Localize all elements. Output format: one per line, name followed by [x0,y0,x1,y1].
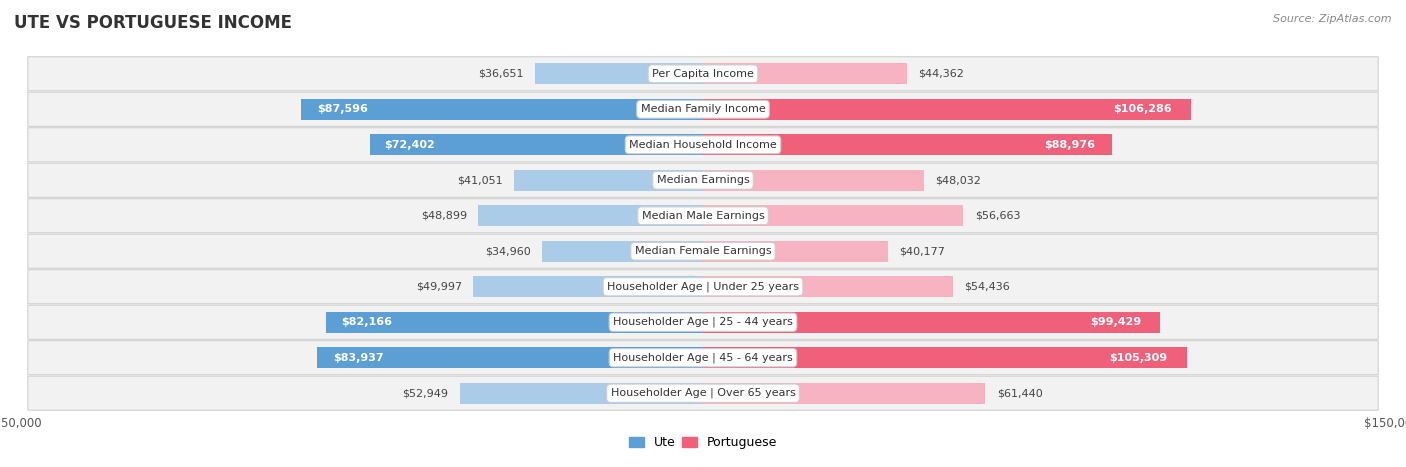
Bar [703,347,1187,368]
Text: Median Family Income: Median Family Income [641,104,765,114]
Text: Householder Age | Over 65 years: Householder Age | Over 65 years [610,388,796,398]
Bar [318,347,703,368]
FancyBboxPatch shape [28,234,1378,268]
Bar [460,383,703,403]
Text: Source: ZipAtlas.com: Source: ZipAtlas.com [1274,14,1392,24]
FancyBboxPatch shape [28,128,1378,162]
Bar [534,64,703,84]
Text: $99,429: $99,429 [1090,317,1142,327]
Bar [326,312,703,333]
Text: $41,051: $41,051 [457,175,503,185]
Bar [703,99,1191,120]
Bar [703,205,963,226]
Text: $48,899: $48,899 [420,211,467,221]
Text: $88,976: $88,976 [1045,140,1095,150]
FancyBboxPatch shape [28,163,1378,197]
Bar [703,383,986,403]
Text: Householder Age | Under 25 years: Householder Age | Under 25 years [607,282,799,292]
FancyBboxPatch shape [28,57,1378,91]
Bar [703,170,924,191]
FancyBboxPatch shape [28,92,1378,126]
Text: $34,960: $34,960 [485,246,531,256]
Text: $54,436: $54,436 [965,282,1011,292]
Bar [703,134,1112,155]
Text: $36,651: $36,651 [478,69,523,79]
FancyBboxPatch shape [28,270,1378,304]
Text: $49,997: $49,997 [416,282,463,292]
Text: $56,663: $56,663 [974,211,1021,221]
Text: Householder Age | 25 - 44 years: Householder Age | 25 - 44 years [613,317,793,327]
Text: $44,362: $44,362 [918,69,965,79]
Bar [543,241,703,262]
Bar [370,134,703,155]
Text: $40,177: $40,177 [898,246,945,256]
Text: Householder Age | 45 - 64 years: Householder Age | 45 - 64 years [613,353,793,363]
Text: $61,440: $61,440 [997,388,1042,398]
Text: $82,166: $82,166 [340,317,392,327]
Bar [478,205,703,226]
Text: Median Earnings: Median Earnings [657,175,749,185]
Bar [515,170,703,191]
FancyBboxPatch shape [28,341,1378,375]
Bar [301,99,703,120]
Text: $83,937: $83,937 [333,353,384,363]
Text: UTE VS PORTUGUESE INCOME: UTE VS PORTUGUESE INCOME [14,14,292,32]
FancyBboxPatch shape [28,305,1378,339]
FancyBboxPatch shape [28,199,1378,233]
Text: $48,032: $48,032 [935,175,981,185]
Text: $87,596: $87,596 [316,104,367,114]
FancyBboxPatch shape [28,376,1378,410]
Text: $106,286: $106,286 [1114,104,1171,114]
Text: Per Capita Income: Per Capita Income [652,69,754,79]
Bar [703,64,907,84]
Bar [703,276,953,297]
Legend: Ute, Portuguese: Ute, Portuguese [624,432,782,454]
Bar [474,276,703,297]
Text: $72,402: $72,402 [384,140,434,150]
Text: $105,309: $105,309 [1109,353,1167,363]
Text: Median Male Earnings: Median Male Earnings [641,211,765,221]
Text: Median Female Earnings: Median Female Earnings [634,246,772,256]
Bar [703,312,1160,333]
Text: $52,949: $52,949 [402,388,449,398]
Bar [703,241,887,262]
Text: Median Household Income: Median Household Income [628,140,778,150]
